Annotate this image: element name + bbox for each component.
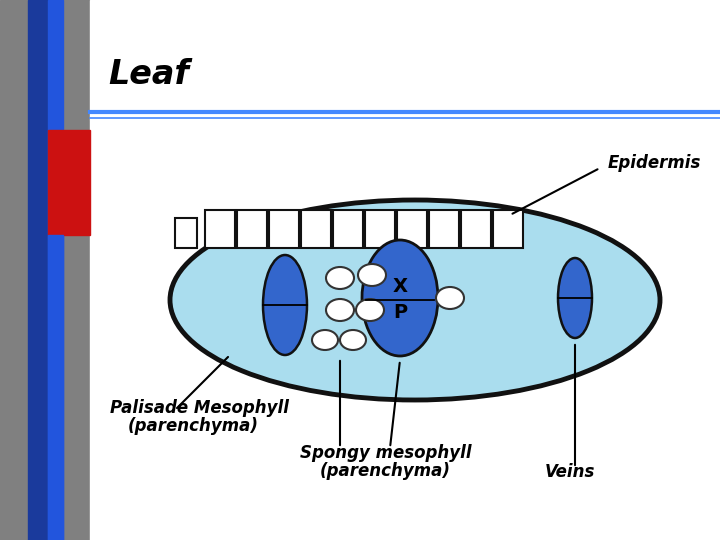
Bar — [0, 0, 90, 540]
Ellipse shape — [340, 330, 366, 350]
Bar — [493, 210, 523, 248]
Bar — [48, 130, 90, 235]
Ellipse shape — [356, 299, 384, 321]
Bar — [429, 210, 459, 248]
Bar — [90, 0, 720, 120]
Ellipse shape — [436, 287, 464, 309]
Text: Epidermis: Epidermis — [608, 154, 701, 172]
Text: Veins: Veins — [545, 463, 595, 481]
Bar — [205, 210, 235, 248]
Ellipse shape — [362, 240, 438, 356]
Bar — [48, 235, 63, 540]
Bar — [365, 210, 395, 248]
Text: Leaf: Leaf — [108, 58, 189, 91]
Bar — [397, 210, 427, 248]
Ellipse shape — [358, 264, 386, 286]
Ellipse shape — [170, 200, 660, 400]
Ellipse shape — [558, 258, 592, 338]
Bar — [461, 210, 491, 248]
Bar — [48, 0, 63, 540]
Text: (parenchyma): (parenchyma) — [320, 462, 451, 480]
Text: Palisade Mesophyll: Palisade Mesophyll — [110, 399, 289, 417]
Text: X: X — [392, 276, 408, 295]
Ellipse shape — [263, 255, 307, 355]
Ellipse shape — [326, 267, 354, 289]
Text: (parenchyma): (parenchyma) — [128, 417, 259, 435]
Bar — [28, 0, 48, 540]
Bar — [301, 210, 331, 248]
Bar — [90, 120, 720, 540]
Bar — [175, 218, 197, 248]
Bar — [269, 210, 299, 248]
Bar — [237, 210, 267, 248]
Bar — [333, 210, 363, 248]
Text: Spongy mesophyll: Spongy mesophyll — [300, 444, 472, 462]
Ellipse shape — [312, 330, 338, 350]
Ellipse shape — [326, 299, 354, 321]
Text: P: P — [393, 302, 407, 321]
